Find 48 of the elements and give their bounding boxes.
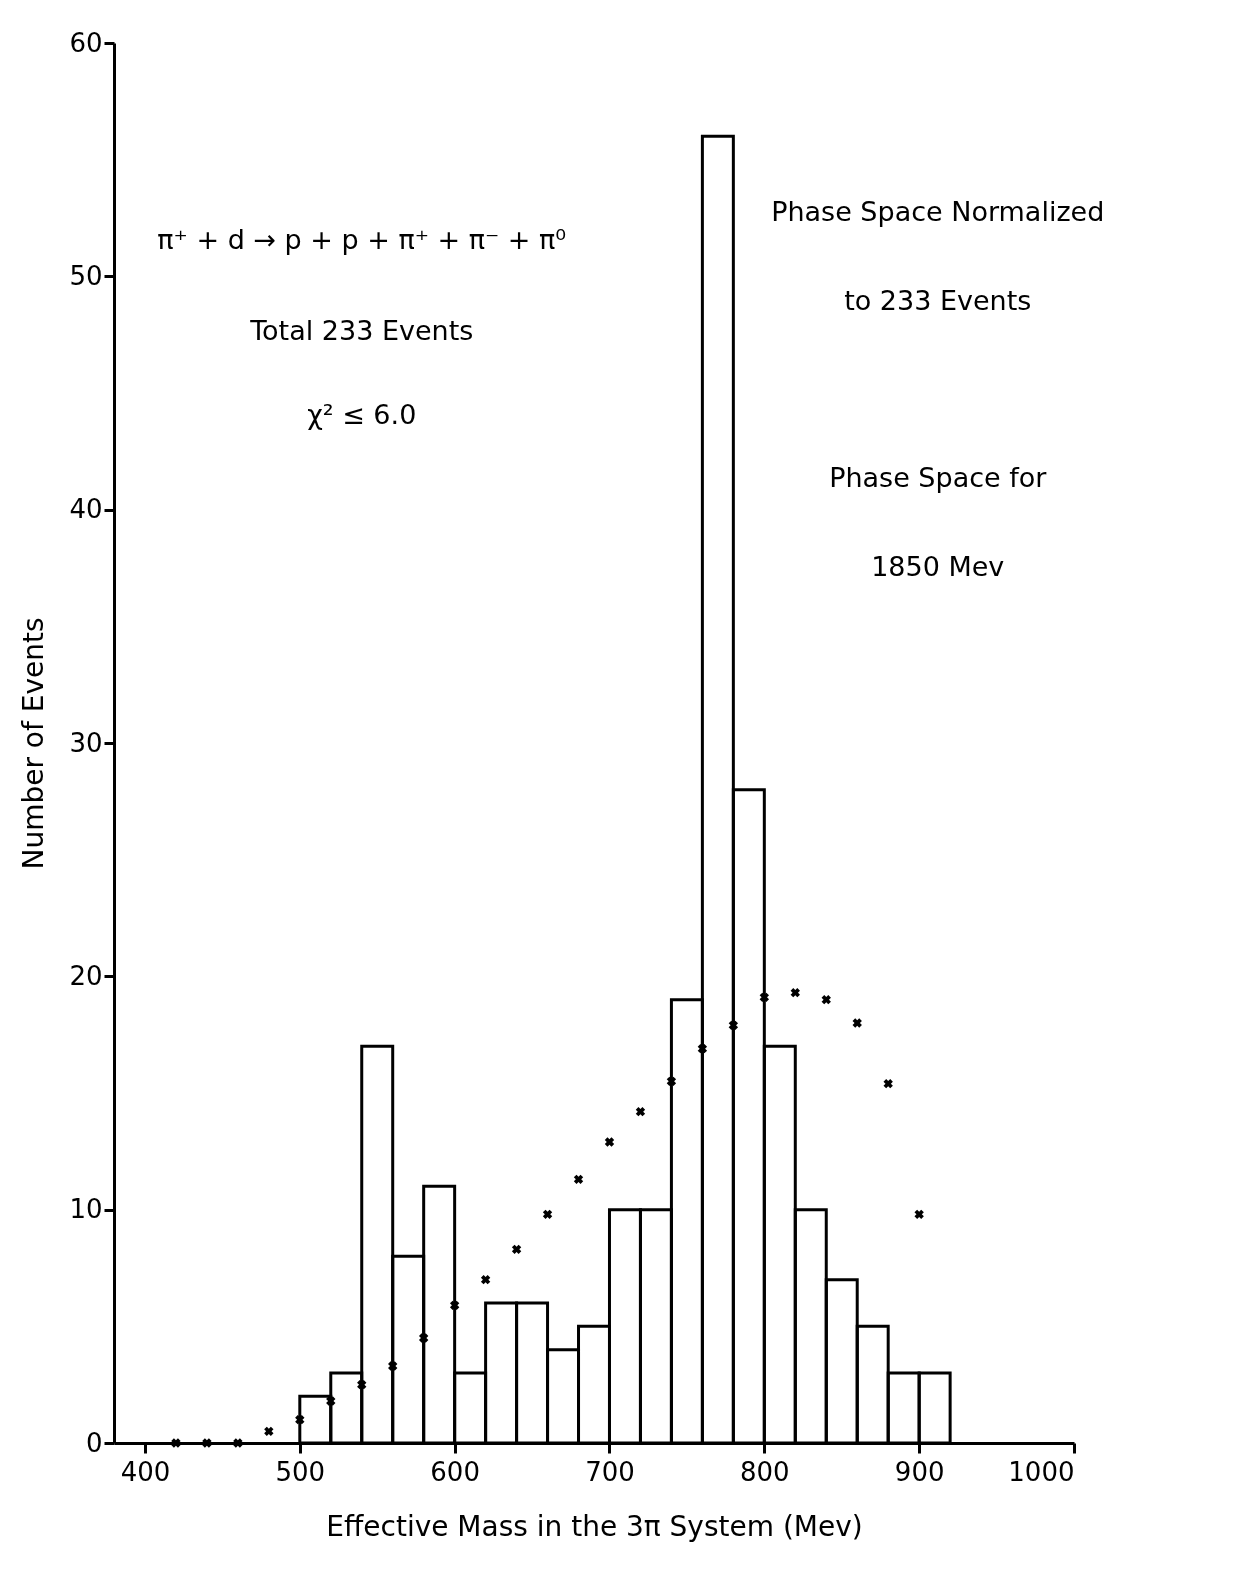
point: [357, 1379, 367, 1390]
y-tick-label: 10: [69, 1194, 103, 1225]
y-tick-label: 60: [69, 27, 103, 58]
point: [790, 987, 800, 998]
x-axis-title: Effective Mass in the 3π System (Mev): [326, 1509, 863, 1543]
annotation: χ² ≤ 6.0: [307, 399, 417, 431]
point: [388, 1361, 398, 1371]
annotation: Phase Space for: [829, 462, 1048, 494]
point: [759, 992, 770, 1003]
point: [202, 1438, 212, 1448]
point: [418, 1333, 429, 1343]
point: [914, 1209, 924, 1220]
point: [542, 1209, 553, 1220]
point: [821, 994, 831, 1005]
point: [233, 1438, 243, 1448]
point: [449, 1300, 460, 1311]
y-tick-label: 0: [85, 1427, 103, 1458]
x-tick-label: 600: [430, 1456, 480, 1487]
y-tick-label: 30: [69, 727, 103, 758]
x-tick-label: 700: [585, 1456, 635, 1487]
x-tick-label: 400: [120, 1456, 171, 1487]
point: [326, 1396, 336, 1406]
point: [480, 1274, 491, 1285]
annotation: Phase Space Normalized: [771, 196, 1105, 228]
y-tick-label: 50: [69, 260, 103, 291]
annotation: to 233 Events: [844, 285, 1032, 316]
point: [604, 1137, 615, 1147]
point: [852, 1018, 862, 1028]
x-tick-label: 500: [275, 1456, 326, 1487]
point: [171, 1438, 181, 1448]
point: [295, 1414, 305, 1425]
point: [883, 1078, 893, 1089]
point: [728, 1020, 739, 1031]
point: [666, 1076, 677, 1087]
annotation: Total 233 Events: [249, 315, 474, 347]
point: [635, 1106, 646, 1117]
x-tick-label: 800: [740, 1456, 790, 1487]
point: [573, 1174, 584, 1185]
point: [511, 1244, 522, 1255]
y-axis-title: Number of Events: [17, 617, 51, 870]
y-tick-label: 40: [69, 494, 103, 525]
point: [697, 1043, 708, 1054]
point: [264, 1426, 274, 1437]
annotation: 1850 Mev: [871, 551, 1005, 582]
x-tick-label: 1000: [1008, 1456, 1075, 1487]
annotation: π⁺ + d → p + p + π⁺ + π⁻ + π⁰: [157, 224, 567, 256]
y-tick-label: 20: [69, 960, 103, 991]
x-tick-label: 900: [894, 1456, 945, 1487]
